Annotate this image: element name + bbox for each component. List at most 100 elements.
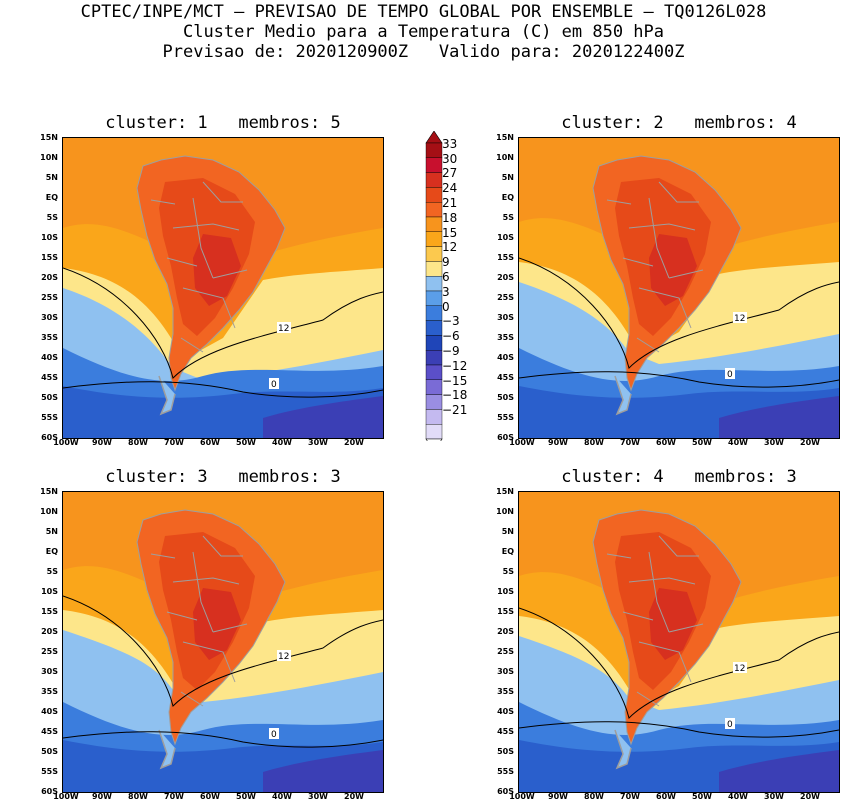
lon-tick-label: 20W	[800, 792, 820, 801]
lon-tick-label: 40W	[272, 438, 292, 447]
lat-tick-label: 35S	[41, 687, 58, 696]
colorbar-label: −9	[442, 344, 460, 358]
colorbar-segment	[425, 409, 443, 425]
lon-tick-label: 80W	[128, 438, 148, 447]
lat-tick-label: EQ	[45, 547, 58, 556]
lat-tick-label: 10N	[496, 507, 514, 516]
panel-1-title: cluster: 1 membros: 5	[105, 113, 341, 133]
panel-4-map: 12 0	[518, 491, 840, 793]
lon-tick-label: 20W	[800, 438, 820, 447]
colorbar-label: −21	[442, 403, 468, 418]
lat-tick-label: EQ	[501, 193, 514, 202]
panel-3-map: 12 0	[62, 491, 384, 793]
lat-tick-label: 15N	[40, 487, 58, 496]
colorbar-label: 0	[442, 299, 450, 314]
colorbar-segment	[425, 335, 443, 351]
temperature-field: 12 0	[519, 138, 839, 438]
header-line-1: CPTEC/INPE/MCT – PREVISAO DE TEMPO GLOBA…	[80, 2, 767, 22]
lat-tick-label: 10N	[40, 507, 58, 516]
lat-tick-label: 35S	[497, 333, 514, 342]
lat-tick-label: 15N	[496, 487, 514, 496]
lon-tick-label: 60W	[656, 438, 676, 447]
colorbar-segment	[425, 231, 443, 247]
colorbar-bottom-arrow	[425, 438, 443, 452]
panel-2-map: 12 0	[518, 137, 840, 439]
contour-label-12: 12	[734, 664, 745, 674]
colorbar-label: 27	[442, 166, 458, 181]
lat-tick-label: 10S	[41, 587, 58, 596]
lon-tick-label: 50W	[692, 438, 712, 447]
lat-tick-label: 45S	[497, 373, 514, 382]
colorbar-segment	[425, 157, 443, 173]
lat-tick-label: 30S	[497, 313, 514, 322]
temperature-field: 12 0	[63, 138, 383, 438]
lon-tick-label: 70W	[164, 438, 184, 447]
colorbar-label: −18	[442, 388, 468, 403]
colorbar-segment	[425, 320, 443, 336]
panel-4-title: cluster: 4 membros: 3	[561, 467, 797, 487]
contour-label-0: 0	[271, 730, 277, 740]
contour-label-12: 12	[278, 652, 289, 662]
lat-tick-label: 60S	[497, 787, 514, 796]
lat-tick-label: 35S	[41, 333, 58, 342]
colorbar-segment	[425, 246, 443, 262]
colorbar-label: −12	[442, 358, 468, 373]
contour-label-0: 0	[271, 380, 277, 390]
lat-tick-label: 40S	[41, 707, 58, 716]
colorbar-label: 12	[442, 240, 458, 255]
lat-tick-label: 10S	[41, 233, 58, 242]
colorbar-segment	[425, 424, 443, 440]
panel-3-title: cluster: 3 membros: 3	[105, 467, 341, 487]
lat-tick-label: 15S	[41, 253, 58, 262]
lat-tick-label: 45S	[497, 727, 514, 736]
lat-tick-label: 40S	[41, 353, 58, 362]
header-line-3: Previsao de: 2020120900Z Valido para: 20…	[162, 42, 685, 62]
colorbar-segment	[425, 349, 443, 366]
lon-tick-label: 100W	[509, 792, 535, 801]
lat-tick-label: 55S	[497, 767, 514, 776]
colorbar-segment	[425, 305, 443, 321]
colorbar-label: 3	[442, 284, 450, 299]
colorbar-label: −15	[442, 373, 468, 388]
lat-tick-label: 30S	[497, 667, 514, 676]
lat-tick-label: 50S	[497, 393, 514, 402]
lat-tick-label: 40S	[497, 707, 514, 716]
colorbar-label: 33	[442, 136, 458, 151]
colorbar-segment	[425, 216, 443, 233]
lon-tick-label: 30W	[308, 438, 328, 447]
lon-tick-label: 20W	[344, 792, 364, 801]
lat-tick-label: 15N	[40, 133, 58, 142]
temperature-field: 12 0	[519, 492, 839, 792]
lon-tick-label: 50W	[692, 792, 712, 801]
lat-tick-label: 30S	[41, 313, 58, 322]
colorbar-label: 30	[442, 151, 458, 166]
panel-1-map: 12 0	[62, 137, 384, 439]
lat-tick-label: 60S	[41, 787, 58, 796]
colorbar-segment	[425, 261, 443, 277]
lat-tick-label: 50S	[497, 747, 514, 756]
contour-label-0: 0	[727, 370, 733, 380]
lon-tick-label: 60W	[200, 792, 220, 801]
lat-tick-label: EQ	[45, 193, 58, 202]
lat-tick-label: 55S	[41, 413, 58, 422]
colorbar-segment	[425, 379, 443, 395]
lon-tick-label: 50W	[236, 438, 256, 447]
lon-tick-label: 30W	[308, 792, 328, 801]
lat-tick-label: 5N	[501, 173, 514, 182]
lon-tick-label: 30W	[764, 792, 784, 801]
lon-tick-label: 40W	[728, 438, 748, 447]
lat-tick-label: 20S	[41, 627, 58, 636]
lat-tick-label: 10N	[496, 153, 514, 162]
lat-tick-label: 55S	[497, 413, 514, 422]
lat-tick-label: 10N	[40, 153, 58, 162]
lon-tick-label: 80W	[584, 792, 604, 801]
lon-tick-label: 90W	[92, 438, 112, 447]
lon-tick-label: 80W	[584, 438, 604, 447]
header-line-2: Cluster Medio para a Temperatura (C) em …	[182, 22, 665, 42]
colorbar-segment	[425, 364, 443, 381]
lon-tick-label: 40W	[272, 792, 292, 801]
colorbar-label: −3	[442, 314, 460, 329]
lat-tick-label: 50S	[41, 747, 58, 756]
lat-tick-label: 60S	[41, 433, 58, 442]
lat-tick-label: 20S	[497, 627, 514, 636]
